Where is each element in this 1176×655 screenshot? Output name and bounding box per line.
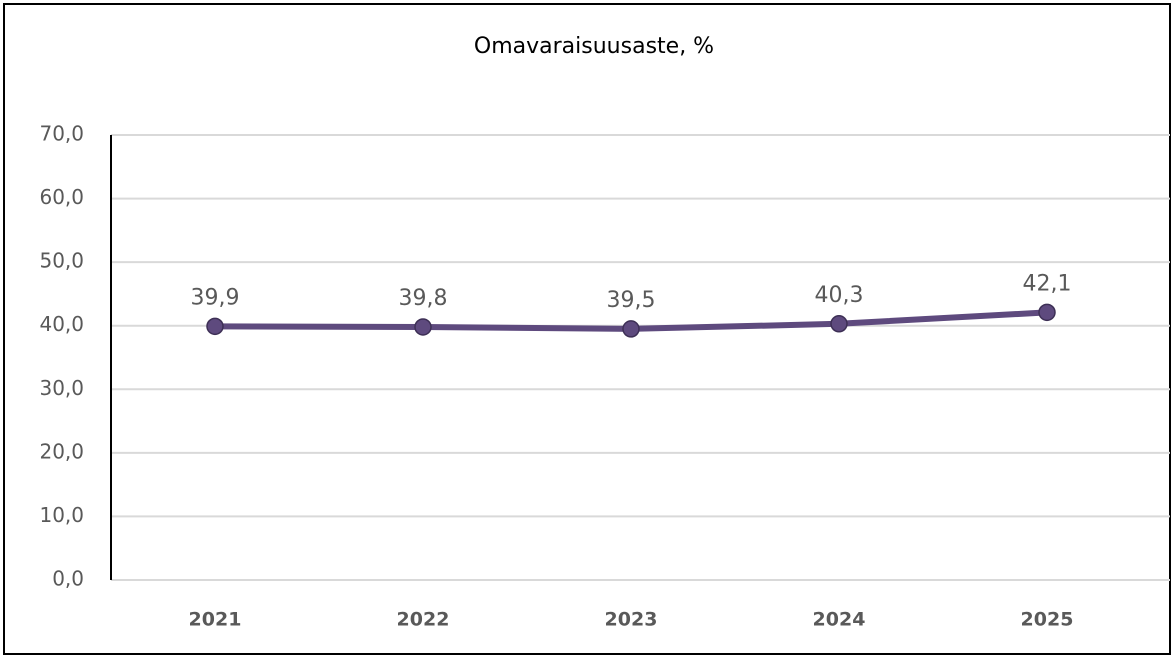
data-label: 39,5 [607, 288, 656, 313]
y-tick-label: 30,0 [39, 376, 84, 400]
marker [830, 315, 848, 333]
y-tick-label: 60,0 [39, 185, 84, 209]
y-tick-label: 20,0 [39, 439, 84, 463]
data-label: 39,9 [191, 285, 240, 310]
x-tick-label: 2024 [813, 609, 866, 631]
y-tick-label: 40,0 [39, 312, 84, 336]
marker [1038, 303, 1056, 322]
x-tick-label: 2021 [189, 609, 242, 631]
y-tick-label: 10,0 [39, 503, 84, 527]
marker [206, 317, 224, 336]
y-tick-label: 70,0 [39, 122, 84, 146]
marker [414, 318, 432, 336]
x-tick-label: 2022 [397, 609, 450, 631]
chart-title: Omavaraisuusaste, % [474, 34, 714, 59]
marker [622, 320, 640, 338]
y-tick-label: 0,0 [52, 567, 84, 591]
data-label: 40,3 [815, 283, 864, 308]
x-tick-label: 2023 [605, 609, 658, 631]
data-label: 42,1 [1023, 271, 1072, 296]
x-tick-label: 2025 [1021, 609, 1074, 631]
y-tick-label: 50,0 [39, 249, 84, 273]
data-label: 39,8 [399, 286, 448, 311]
